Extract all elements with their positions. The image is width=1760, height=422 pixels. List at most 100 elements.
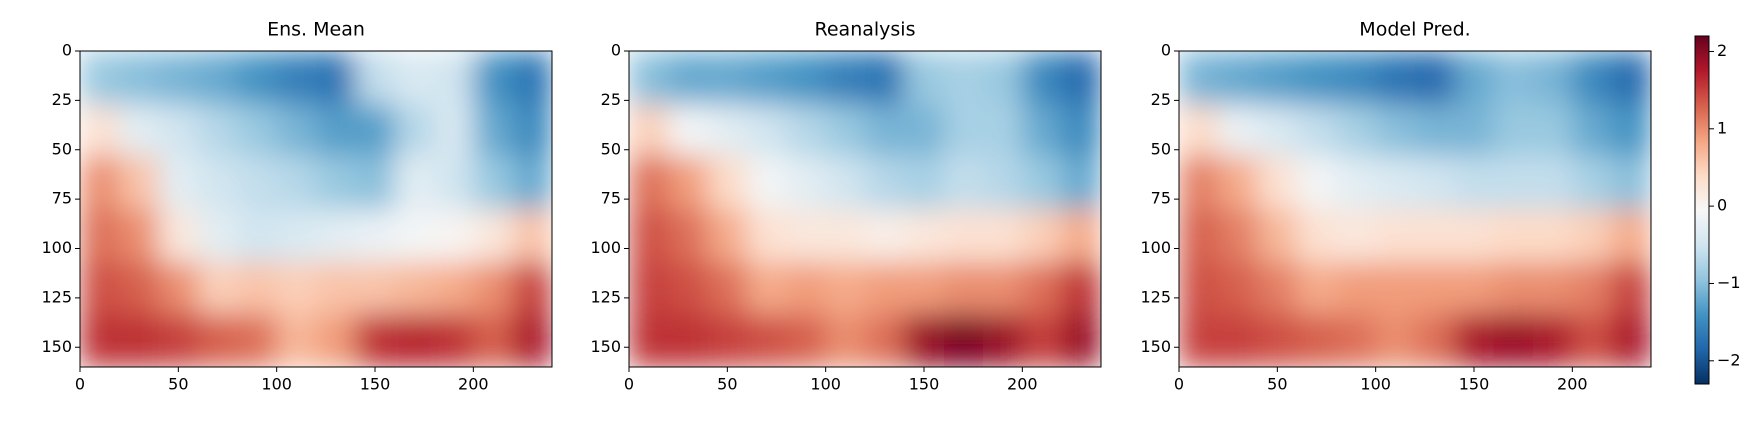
- heatmap-cells: [629, 51, 1101, 367]
- heatmap-cell: [1218, 209, 1259, 263]
- heatmap-cell: [394, 209, 435, 263]
- axes-frame: [628, 50, 1102, 368]
- heatmap-cell: [434, 262, 474, 315]
- heatmap-cell: [1611, 313, 1651, 367]
- x-tick-label: 100: [1360, 375, 1391, 394]
- heatmap-cell: [825, 104, 866, 157]
- heatmap-cell: [355, 209, 396, 263]
- heatmap-cell: [707, 262, 748, 315]
- heatmap-cell: [512, 155, 552, 210]
- heatmap-cell: [629, 155, 669, 210]
- y-tick-label: 100: [41, 238, 72, 257]
- y-tick-label: 25: [601, 90, 621, 109]
- heatmap-cell: [904, 313, 945, 367]
- heatmap-cell: [1257, 155, 1298, 210]
- heatmap-cell: [786, 51, 827, 105]
- heatmap-cell: [1454, 104, 1495, 157]
- heatmap-cell: [1572, 51, 1613, 105]
- x-tick-label: 0: [75, 375, 85, 394]
- y-tick-label: 50: [1151, 139, 1171, 158]
- heatmap-cell: [1533, 155, 1573, 210]
- heatmap-cell: [1375, 262, 1416, 315]
- x-tick-label: 50: [717, 375, 737, 394]
- heatmap: [80, 51, 552, 367]
- heatmap-cell: [1611, 104, 1651, 157]
- heatmap-cell: [865, 51, 905, 105]
- heatmap-cell: [1611, 262, 1651, 315]
- heatmap-cell: [1179, 155, 1219, 210]
- heatmap-cell: [1572, 209, 1613, 263]
- heatmap-cell: [943, 51, 984, 105]
- heatmap-cell: [1611, 155, 1651, 210]
- heatmap-cell: [1257, 262, 1298, 315]
- heatmap-cell: [747, 104, 787, 157]
- heatmap-cell: [668, 209, 709, 263]
- heatmap-cell: [276, 51, 317, 105]
- heatmap-cell: [825, 209, 866, 263]
- heatmap-cell: [198, 155, 238, 210]
- heatmap-cell: [158, 51, 199, 105]
- heatmap-cell: [276, 313, 317, 367]
- heatmap-cell: [1611, 51, 1651, 105]
- heatmap-cell: [80, 51, 120, 105]
- heatmap-cell: [237, 209, 278, 263]
- heatmap-cell: [1022, 262, 1063, 315]
- heatmap-cell: [1493, 51, 1534, 105]
- y-tick-label: 125: [41, 287, 72, 306]
- heatmap-cell: [747, 262, 787, 315]
- heatmap-cell: [355, 51, 396, 105]
- heatmap-cell: [1415, 104, 1455, 157]
- heatmap-cell: [1336, 313, 1377, 367]
- heatmap-cell: [1218, 155, 1259, 210]
- heatmap-cell: [119, 104, 160, 157]
- heatmap-cell: [237, 51, 278, 105]
- panel-title: Reanalysis: [815, 19, 916, 41]
- heatmap-cell: [1179, 104, 1219, 157]
- heatmap-cell: [316, 51, 356, 105]
- heatmap-cell: [80, 313, 120, 367]
- heatmap-cell: [473, 155, 514, 210]
- heatmap-cell: [512, 104, 552, 157]
- heatmap-cell: [434, 209, 474, 263]
- y-tick-label: 125: [1140, 287, 1171, 306]
- heatmap-cell: [1336, 209, 1377, 263]
- heatmap-cell: [904, 209, 945, 263]
- heatmap-cell: [707, 155, 748, 210]
- heatmap-cell: [355, 104, 396, 157]
- heatmap-cell: [119, 262, 160, 315]
- heatmap-cell: [158, 262, 199, 315]
- y-tick-label: 75: [1151, 189, 1171, 208]
- heatmap-cell: [983, 313, 1023, 367]
- heatmap-cell: [1257, 209, 1298, 263]
- heatmap-cell: [1022, 313, 1063, 367]
- heatmap-cell: [434, 51, 474, 105]
- heatmap-cell: [747, 209, 787, 263]
- x-tick-label: 200: [458, 375, 489, 394]
- heatmap-cell: [1022, 51, 1063, 105]
- x-tick-label: 150: [909, 375, 940, 394]
- heatmap-cell: [1533, 51, 1573, 105]
- heatmap-cell: [512, 313, 552, 367]
- heatmap-cell: [865, 104, 905, 157]
- heatmap-cell: [1415, 313, 1455, 367]
- heatmap-cell: [904, 155, 945, 210]
- x-tick-label: 100: [261, 375, 292, 394]
- heatmap-cell: [80, 262, 120, 315]
- heatmap-cell: [1533, 104, 1573, 157]
- heatmap-cell: [629, 209, 669, 263]
- heatmap-cell: [825, 51, 866, 105]
- axes-frame: [79, 50, 553, 368]
- heatmap-cell: [1375, 104, 1416, 157]
- heatmap-cells: [1179, 51, 1651, 367]
- y-tick-label: 50: [601, 139, 621, 158]
- heatmap-cell: [629, 51, 669, 105]
- heatmap-cell: [1493, 209, 1534, 263]
- heatmap-cell: [198, 104, 238, 157]
- heatmap-cell: [668, 313, 709, 367]
- heatmap-cell: [434, 104, 474, 157]
- heatmap-cell: [865, 313, 905, 367]
- heatmap-cell: [786, 313, 827, 367]
- x-tick-label: 150: [360, 375, 391, 394]
- heatmap-cell: [355, 155, 396, 210]
- heatmap-cell: [1336, 262, 1377, 315]
